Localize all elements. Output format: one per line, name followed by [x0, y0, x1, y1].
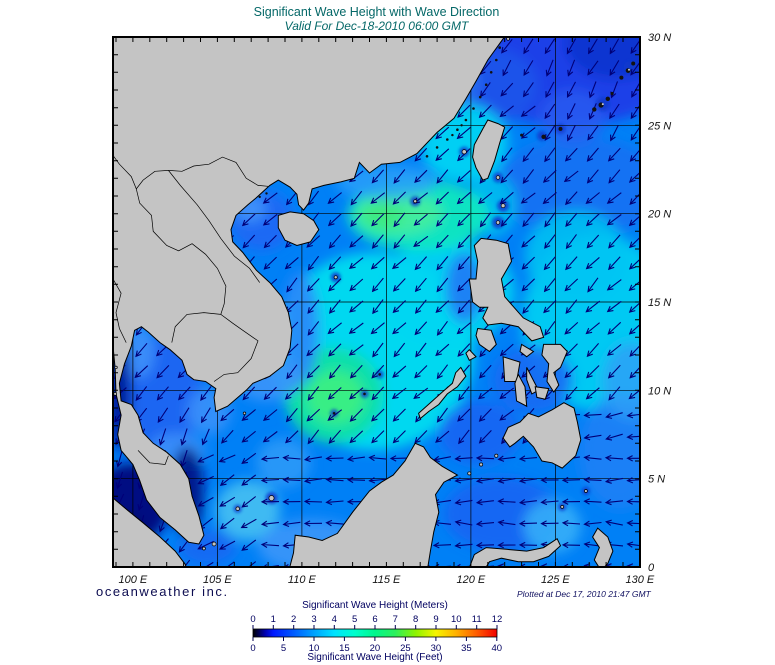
colorbar-meters-tick-label: 0 — [250, 614, 255, 625]
colorbar-meters-tick-label: 7 — [393, 614, 398, 625]
plotted-timestamp: Plotted at Dec 17, 2010 21:47 GMT — [517, 589, 651, 599]
lat-axis-label: 15 N — [648, 297, 671, 309]
page-title: Significant Wave Height with Wave Direct… — [253, 5, 500, 19]
colorbar — [252, 628, 498, 638]
colorbar-meters-tick-label: 4 — [332, 614, 337, 625]
colorbar-feet-tick-label: 0 — [250, 643, 255, 654]
colorbar-feet-tick-label: 25 — [400, 643, 411, 654]
land-samar — [541, 343, 568, 393]
lon-axis-label: 110 E — [288, 574, 317, 586]
land-mindanao — [502, 402, 582, 469]
page-subtitle: Valid For Dec-18-2010 06:00 GMT — [284, 19, 469, 33]
country-border — [137, 450, 169, 465]
land-mainland — [113, 37, 505, 545]
colorbar-feet-tick-label: 20 — [370, 643, 381, 654]
lat-axis-label: 5 N — [648, 474, 665, 486]
land-taiwan — [472, 119, 506, 181]
land-hainan — [277, 211, 320, 247]
country-border — [213, 314, 259, 382]
country-border — [171, 312, 221, 343]
colorbar-meters-tick-label: 10 — [451, 614, 462, 625]
land-bohol — [534, 386, 550, 400]
lat-axis-label: 30 N — [648, 32, 671, 44]
lat-axis-label: 25 N — [647, 120, 671, 132]
lon-axis-label: 115 E — [372, 574, 401, 586]
land-masbate — [519, 343, 535, 358]
land-borneo — [289, 442, 459, 567]
land-sumatra — [113, 497, 187, 567]
colorbar-feet-tick-label: 10 — [309, 643, 320, 654]
colorbar-title-feet: Significant Wave Height (Feet) — [307, 652, 443, 663]
land-palawan — [418, 366, 467, 420]
colorbar-feet-tick-label: 5 — [281, 643, 286, 654]
colorbar-meters-tick-label: 6 — [372, 614, 377, 625]
lon-axis-label: 105 E — [203, 574, 232, 586]
land-mindoro — [475, 327, 497, 353]
colorbar-meters-tick-label: 2 — [291, 614, 296, 625]
lon-axis-label: 130 E — [626, 574, 655, 586]
lon-axis-label: 120 E — [457, 574, 486, 586]
land-calamian — [465, 348, 477, 361]
colorbar-feet-tick-label: 15 — [339, 643, 350, 654]
colorbar-meters-tick-label: 9 — [433, 614, 438, 625]
country-border — [113, 278, 127, 343]
colorbar-meters-tick-label: 12 — [492, 614, 503, 625]
degree-tick-marks — [113, 37, 641, 567]
country-border — [135, 188, 227, 315]
colorbar-meters-tick-label: 11 — [472, 614, 482, 625]
colorbar-meters-tick-label: 8 — [413, 614, 418, 625]
lon-axis-label: 125 E — [541, 574, 570, 586]
colorbar-feet-tick-label: 30 — [431, 643, 442, 654]
lon-axis-label: 100 E — [119, 574, 148, 586]
colorbar-meters-tick-label: 1 — [271, 614, 276, 625]
country-border — [168, 156, 269, 187]
land-luzon — [468, 237, 545, 342]
colorbar-meters-tick-label: 3 — [311, 614, 316, 625]
colorbar-tick-marks — [252, 625, 498, 641]
land-sulawesi — [469, 537, 562, 567]
land-negros — [514, 373, 528, 408]
lat-axis-label: 0 — [648, 562, 655, 574]
land-halmahera — [592, 527, 614, 567]
land-masses — [113, 37, 636, 567]
lat-axis-label: 20 N — [647, 209, 671, 221]
colorbar-meters-tick-label: 5 — [352, 614, 357, 625]
colorbar-title-meters: Significant Wave Height (Meters) — [302, 600, 448, 611]
lat-axis-label: 10 N — [648, 385, 671, 397]
colorbar-feet-tick-label: 40 — [492, 643, 503, 654]
colorbar-feet-tick-label: 35 — [461, 643, 472, 654]
brand-text: oceanweather inc. — [96, 584, 229, 599]
country-border — [168, 170, 260, 283]
